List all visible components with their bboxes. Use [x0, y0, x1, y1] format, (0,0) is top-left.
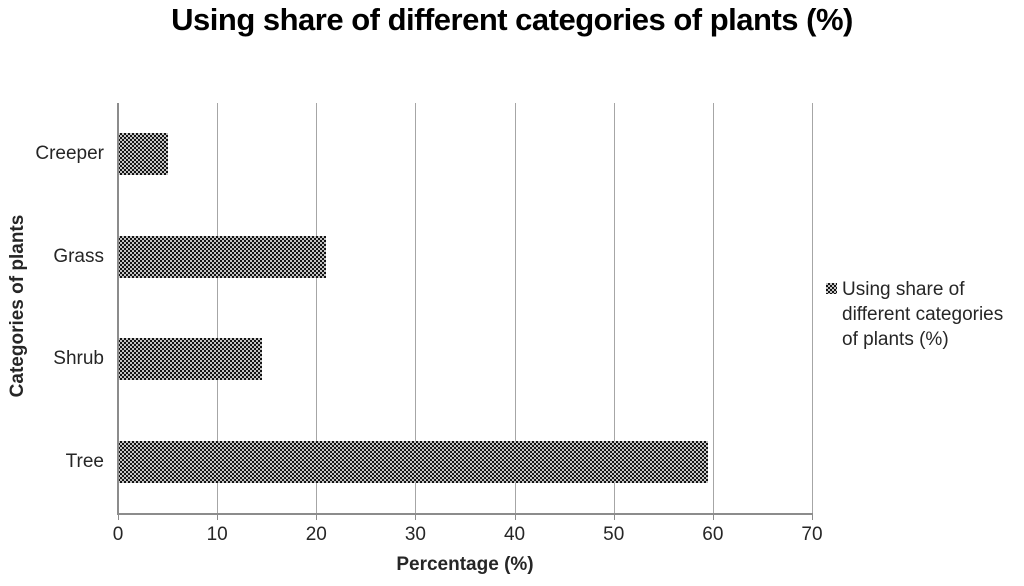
y-category-label-shrub: Shrub	[53, 348, 104, 370]
gridline-x-50	[613, 103, 615, 513]
x-tick-label-70: 70	[801, 524, 823, 545]
x-tick-mark-0	[118, 514, 119, 520]
x-tick-label-50: 50	[603, 524, 625, 545]
y-axis-line	[117, 103, 119, 513]
bar-tree	[118, 440, 708, 483]
x-tick-mark-30	[415, 514, 417, 520]
gridline-x-10	[217, 103, 219, 513]
gridline-x-20	[316, 103, 318, 513]
x-tick-mark-40	[514, 514, 516, 520]
x-axis-line	[117, 513, 813, 515]
x-tick-label-0: 0	[112, 524, 124, 545]
x-tick-mark-70	[812, 514, 813, 520]
legend-swatch-icon	[826, 283, 837, 294]
x-tick-label-30: 30	[404, 524, 426, 545]
y-category-label-tree: Tree	[65, 450, 104, 472]
gridline-x-70	[812, 103, 813, 513]
y-category-label-grass: Grass	[53, 245, 104, 267]
x-tick-label-60: 60	[702, 524, 724, 545]
gridline-x-30	[415, 103, 417, 513]
gridline-x-40	[514, 103, 516, 513]
x-tick-mark-10	[217, 514, 219, 520]
x-tick-label-20: 20	[305, 524, 327, 545]
x-tick-mark-20	[316, 514, 318, 520]
x-tick-mark-50	[613, 514, 615, 520]
bar-creeper	[118, 133, 168, 176]
bar-shrub	[118, 338, 262, 381]
legend: Using share of different categories of p…	[826, 277, 1022, 352]
x-tick-label-40: 40	[503, 524, 526, 545]
plot-area	[117, 103, 813, 513]
x-tick-label-10: 10	[206, 524, 228, 545]
x-tick-mark-60	[712, 514, 714, 520]
chart-title: Using share of different categories of p…	[171, 2, 853, 37]
y-category-label-creeper: Creeper	[35, 143, 104, 165]
legend-label: Using share of different categories of p…	[842, 279, 1004, 350]
x-axis-title: Percentage (%)	[396, 554, 534, 575]
bar-grass	[118, 235, 327, 278]
gridline-x-60	[712, 103, 714, 513]
